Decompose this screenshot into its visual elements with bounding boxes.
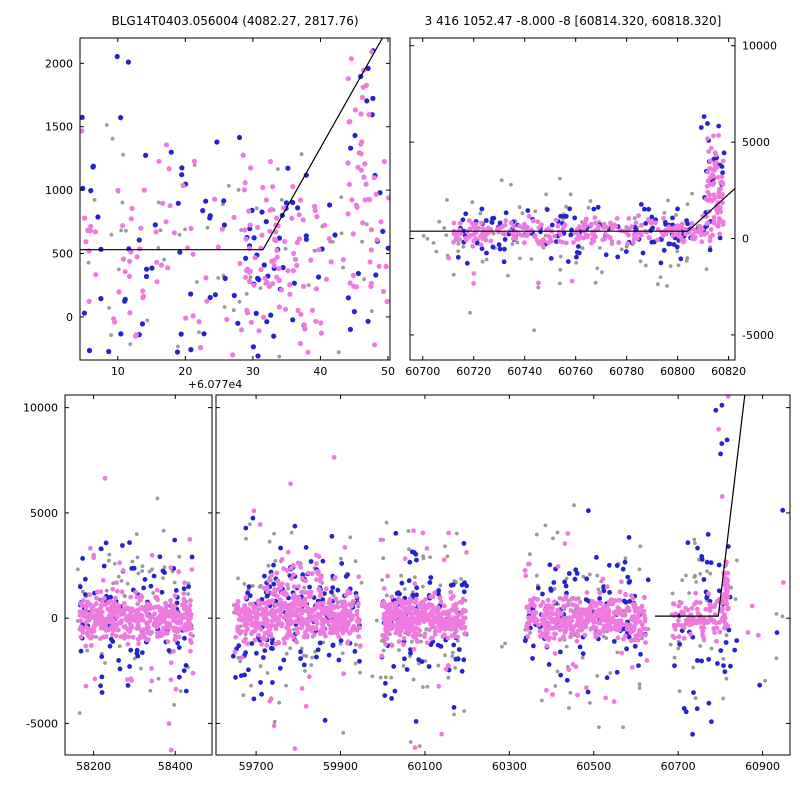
y-tick-label: 0 [51,612,58,625]
scatter-points-top-right [410,114,735,333]
scatter-points-top-left [80,38,390,359]
x-tick-label: 60100 [407,760,442,773]
x-tick-label: 60820 [711,365,746,378]
x-tick-label: 59700 [239,760,274,773]
model-fit-line-top-right [410,187,735,232]
axes-frame-top-right [409,37,736,361]
y-tick-label: 0 [742,233,749,246]
model-fit-line-top-left [80,38,384,251]
x-tick-label: 20 [178,365,192,378]
y-tick-label: 1500 [45,121,73,134]
x-tick-label: 60720 [456,365,491,378]
axes-frame-bottom-right [215,394,791,756]
axes-frame-top-left [79,37,391,361]
x-tick-label: 58200 [76,760,111,773]
model-fit-line-bottom-right [654,395,746,617]
x-tick-label: 30 [246,365,260,378]
x-tick-label: 60700 [405,365,440,378]
x-tick-label: 40 [313,365,327,378]
x-tick-label: 58400 [158,760,193,773]
x-axis-offset-label: +6.077e4 [187,378,243,391]
scatter-points-bottom-left [75,475,196,753]
y-tick-label: 500 [52,248,73,261]
x-tick-label: 60500 [576,760,611,773]
x-tick-label: 60780 [609,365,644,378]
axes-frame-bottom-left [64,394,213,756]
scatter-points-bottom-right [230,395,786,752]
x-tick-label: 50 [381,365,395,378]
x-tick-label: 59900 [323,760,358,773]
x-tick-label: 60800 [660,365,695,378]
x-tick-label: 60740 [507,365,542,378]
ticks-top-right: 60700 60720 60740 60760 60780 60800 60820 -5000… [405,38,777,378]
y-tick-label: 10000 [23,402,58,415]
x-tick-label: 60900 [745,760,780,773]
y-tick-label: 5000 [30,507,58,520]
y-tick-label: 10000 [742,40,777,53]
y-tick-label: -5000 [26,717,58,730]
x-tick-label: 60760 [558,365,593,378]
ticks-bottom-left: 58200 58400 -5000 0 5000 10000 [23,395,212,773]
y-tick-label: 1000 [45,184,73,197]
y-tick-label: 5000 [742,136,770,149]
x-tick-label: 10 [111,365,125,378]
y-tick-label: 2000 [45,57,73,70]
y-tick-label: 0 [66,311,73,324]
ticks-bottom-right: 59700 59900 60100 60300 60500 60700 60900 [216,395,790,773]
plot-title-left: BLG14T0403.056004 (4082.27, 2817.76) [111,14,359,28]
x-tick-label: 60700 [661,760,696,773]
x-tick-label: 60300 [492,760,527,773]
plot-title-right: 3 416 1052.47 -8.000 -8 [60814.320, 6081… [424,14,722,28]
y-tick-label: -5000 [742,329,774,342]
